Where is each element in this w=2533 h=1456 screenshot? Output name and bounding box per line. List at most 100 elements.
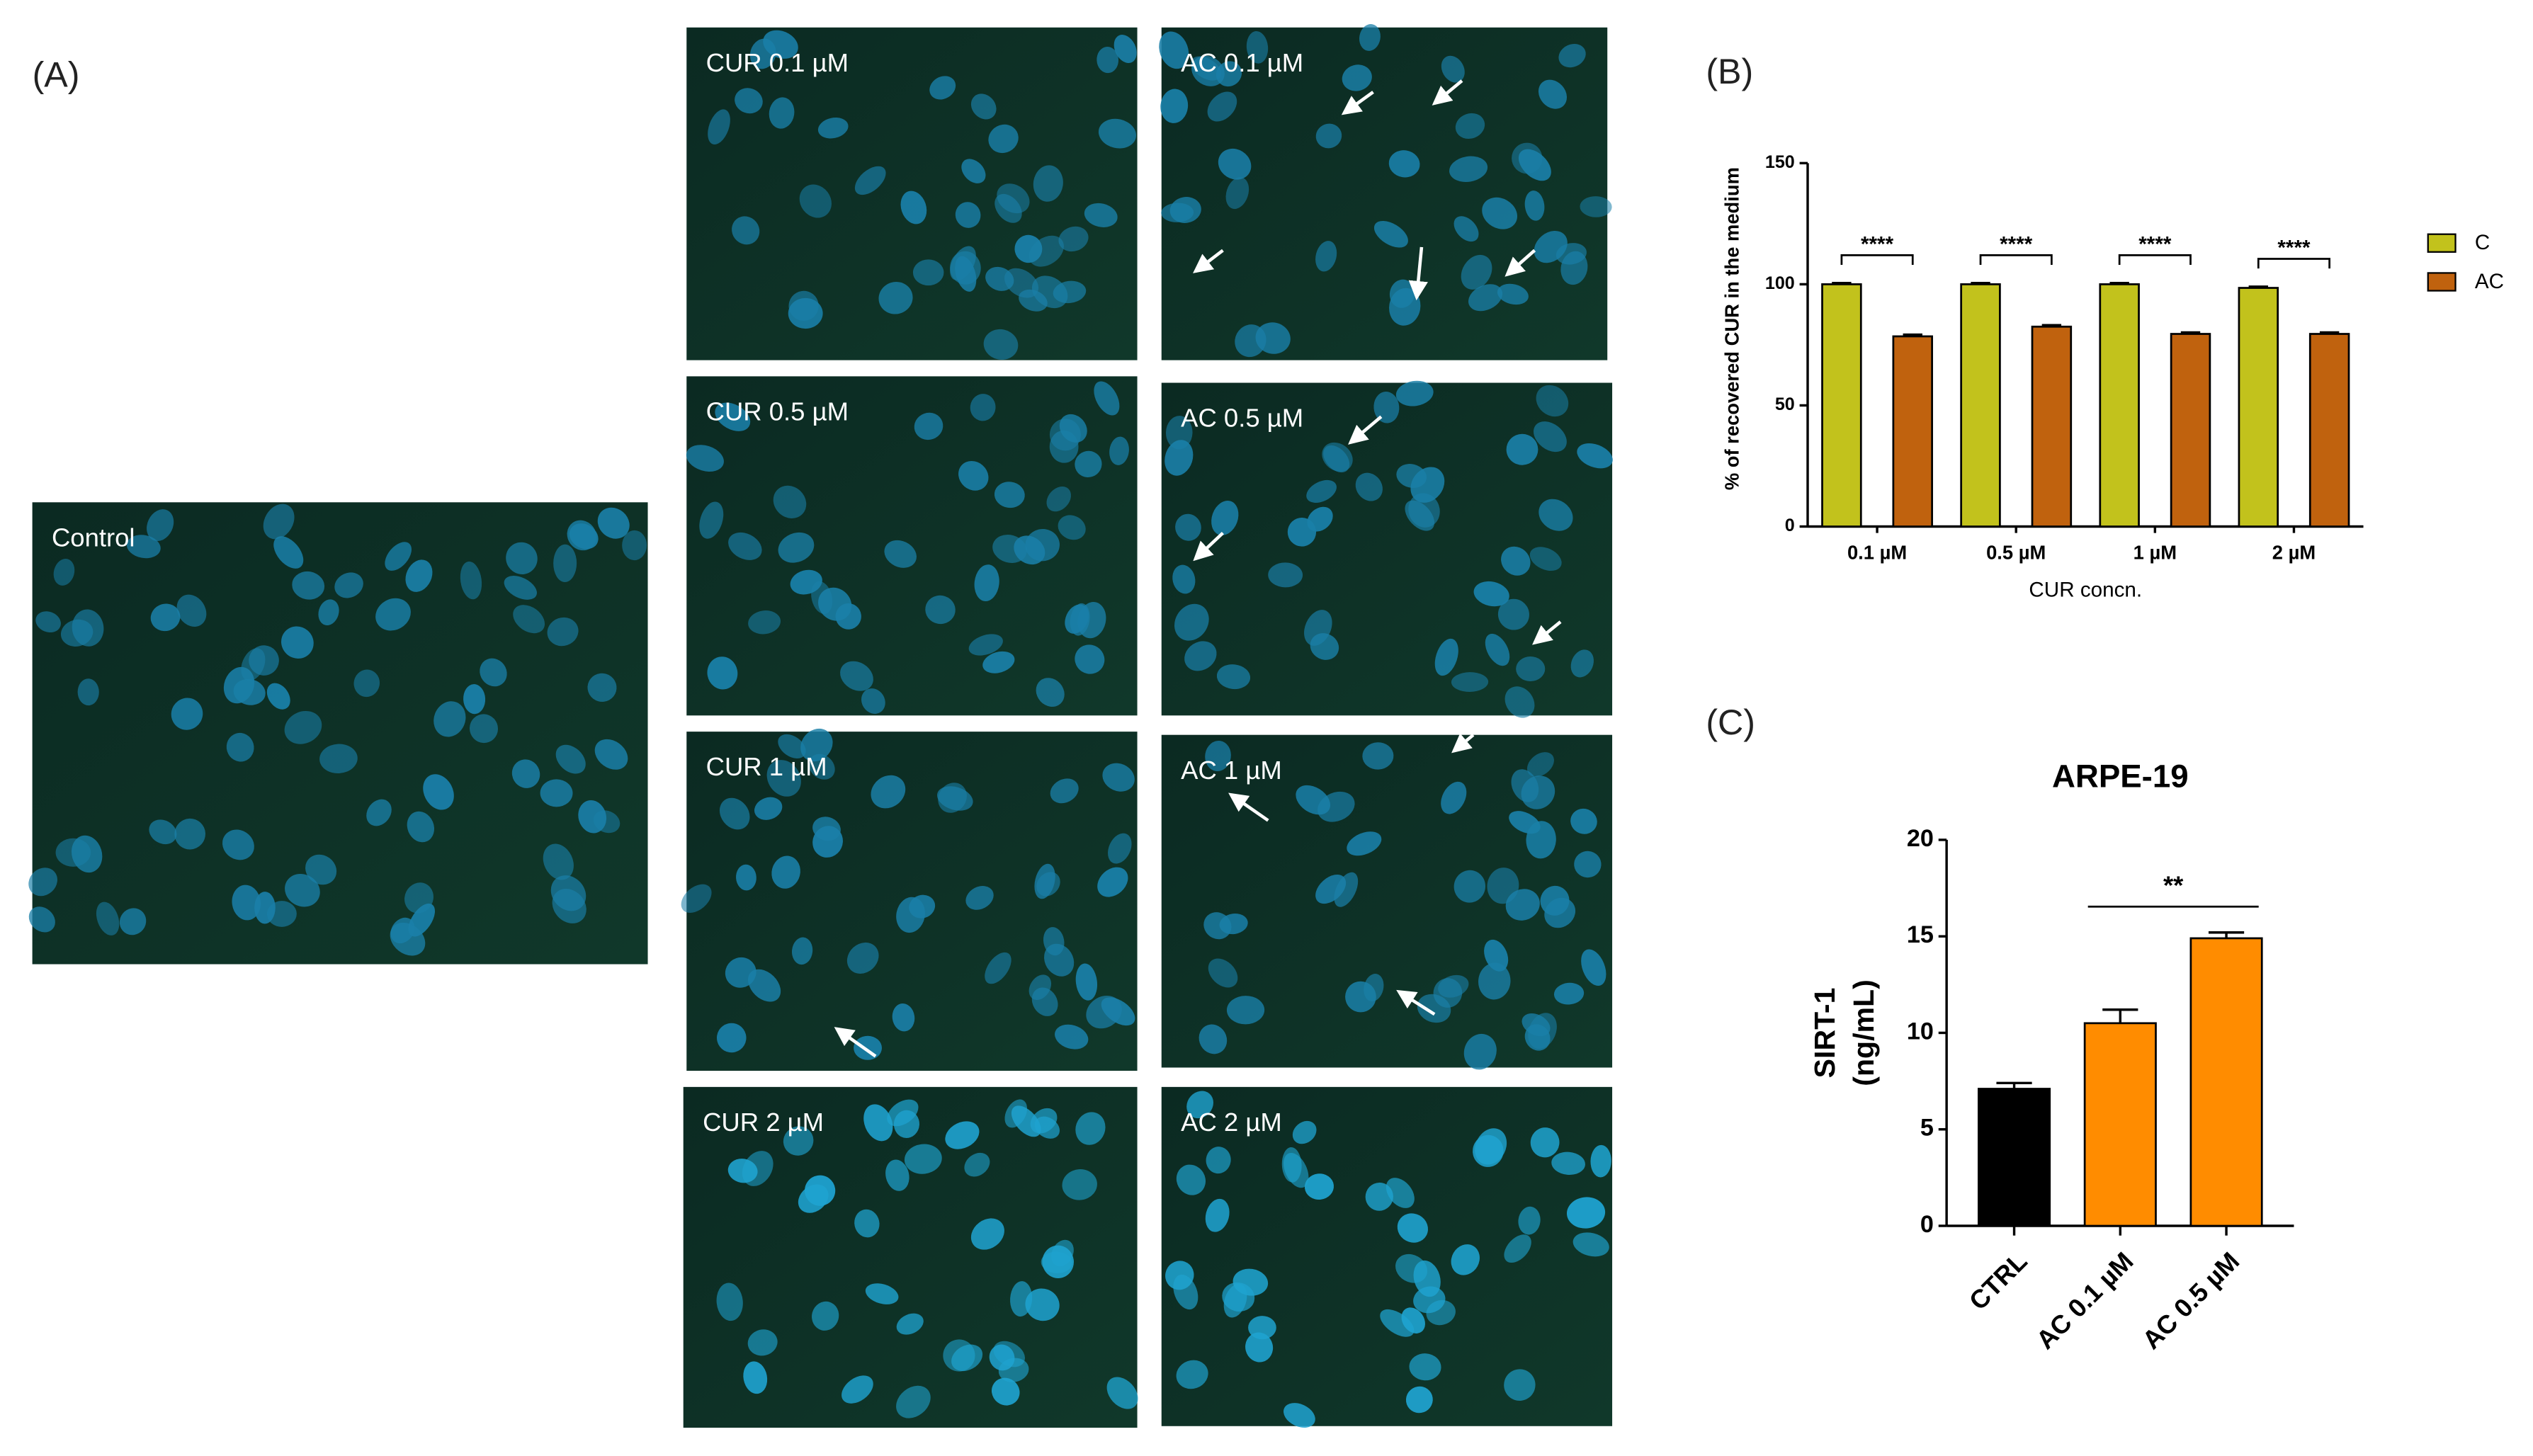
nucleus (1413, 1286, 1446, 1314)
nucleus (1173, 1274, 1198, 1310)
nucleus (1010, 1281, 1033, 1317)
nucleus (1590, 1144, 1611, 1178)
nucleus (407, 811, 435, 843)
nucleus (1084, 203, 1118, 227)
nucleus (885, 1159, 910, 1191)
nucleus (1560, 251, 1588, 285)
nucleus (998, 1358, 1029, 1382)
significance-bracket (2118, 254, 2192, 266)
nucleus (912, 259, 944, 286)
micrograph: CUR 0.1 µM (686, 27, 1138, 360)
image-label: CUR 2 µM (703, 1108, 824, 1137)
nucleus (1225, 177, 1250, 210)
nucleus (1501, 546, 1531, 576)
arrow (1341, 91, 1374, 115)
nucleus (1365, 1182, 1393, 1211)
nucleus (241, 648, 266, 681)
nucleus (469, 714, 499, 744)
nucleus (1522, 1013, 1551, 1037)
nucleus (1109, 436, 1129, 465)
nucleus (1019, 289, 1048, 312)
nucleus (28, 906, 55, 933)
nucleus (681, 884, 712, 914)
bar (1960, 283, 2001, 528)
nucleus (77, 678, 99, 706)
nucleus (1497, 283, 1529, 305)
bar (2031, 325, 2073, 528)
x-axis-label: CUR concn. (2029, 579, 2142, 602)
nucleus (1574, 851, 1602, 878)
nucleus (865, 1283, 899, 1304)
nucleus (1449, 156, 1488, 183)
significance-label: **** (2000, 232, 2033, 256)
nucleus (1046, 487, 1072, 512)
nucleus (988, 124, 1019, 154)
nucleus (543, 843, 574, 880)
nucleus (1536, 385, 1569, 417)
nucleus (925, 595, 956, 625)
nucleus (1098, 118, 1136, 149)
nucleus (854, 1209, 880, 1238)
nucleus (1485, 633, 1510, 666)
nucleus (970, 1218, 1004, 1250)
y-tick-label: 0 (1785, 516, 1795, 535)
nucleus (1055, 1024, 1089, 1050)
nucleus (1538, 499, 1573, 531)
nucleus (1094, 381, 1120, 416)
nucleus (1226, 996, 1265, 1025)
nucleus (1570, 808, 1597, 834)
nucleus (735, 88, 763, 114)
nucleus (1530, 1127, 1560, 1158)
nucleus (1114, 35, 1137, 64)
image-label: AC 0.5 µM (1181, 404, 1303, 433)
y-tick-label: 5 (1920, 1115, 1934, 1142)
nucleus (1075, 450, 1102, 478)
nucleus (594, 739, 628, 770)
nucleus (1106, 1377, 1138, 1409)
nucleus (1161, 203, 1194, 222)
nucleus (1373, 220, 1408, 248)
nucleus (550, 875, 586, 911)
nucleus (1176, 1164, 1206, 1195)
nucleus (900, 190, 927, 224)
nucleus (754, 797, 783, 820)
nucleus (1070, 603, 1090, 636)
nucleus (1176, 1360, 1208, 1389)
nucleus (405, 559, 433, 592)
nucleus (1284, 1403, 1315, 1428)
micrograph: CUR 2 µM (683, 1086, 1138, 1428)
bar (2308, 333, 2350, 528)
nucleus (1405, 500, 1435, 531)
nucleus (1461, 254, 1492, 290)
nucleus (540, 779, 573, 807)
nucleus (318, 599, 339, 625)
nucleus (1504, 1234, 1531, 1263)
nucleus (1307, 506, 1333, 532)
nucleus (1206, 1147, 1231, 1174)
bar (2170, 333, 2211, 528)
nucleus (1504, 686, 1535, 718)
nucleus (766, 760, 801, 797)
nucleus (226, 732, 254, 762)
nucleus (1246, 30, 1269, 64)
nucleus (1410, 467, 1445, 503)
micrograph: CUR 1 µM (681, 728, 1138, 1071)
nucleus (1268, 562, 1303, 588)
nucleus (719, 797, 750, 830)
nucleus (800, 728, 833, 762)
x-tick-label: AC 0.1 µM (2031, 1246, 2139, 1355)
nucleus (943, 1339, 975, 1372)
nucleus (1184, 641, 1217, 671)
nucleus (375, 598, 411, 631)
nucleus (970, 93, 997, 120)
nucleus (460, 561, 482, 600)
nucleus (727, 1159, 758, 1183)
nucleus (28, 868, 57, 897)
nucleus (1036, 678, 1065, 707)
nucleus (1581, 949, 1606, 986)
nucleus (854, 166, 886, 195)
nucleus (1544, 897, 1576, 928)
nucleus (732, 216, 760, 245)
nucleus (1521, 775, 1556, 809)
